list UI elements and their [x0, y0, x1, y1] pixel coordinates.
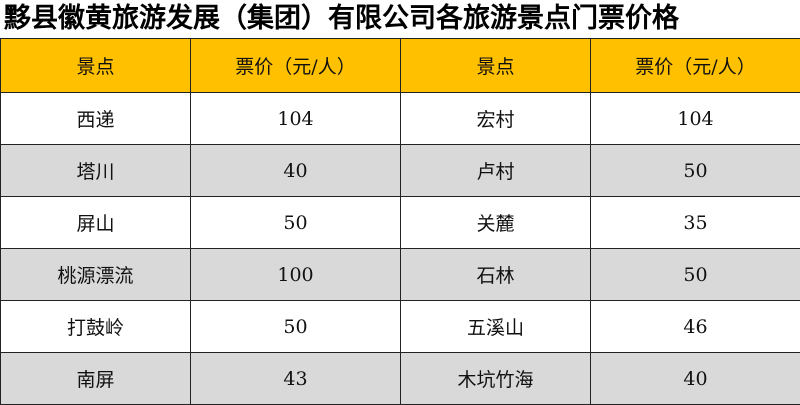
- attraction-cell: 桃源漂流: [1, 249, 191, 301]
- attraction-cell: 塔川: [1, 145, 191, 197]
- attraction-cell: 宏村: [401, 93, 591, 145]
- price-cell: 40: [591, 353, 800, 405]
- table-header-row: 景点 票价（元/人） 景点 票价（元/人）: [1, 39, 800, 93]
- price-cell: 104: [591, 93, 800, 145]
- attraction-cell: 屏山: [1, 197, 191, 249]
- price-cell: 35: [591, 197, 800, 249]
- price-cell: 50: [191, 301, 401, 353]
- attraction-cell: 卢村: [401, 145, 591, 197]
- price-cell: 46: [591, 301, 800, 353]
- attraction-cell: 五溪山: [401, 301, 591, 353]
- price-cell: 40: [191, 145, 401, 197]
- price-cell: 50: [591, 145, 800, 197]
- attraction-cell: 打鼓岭: [1, 301, 191, 353]
- price-cell: 50: [191, 197, 401, 249]
- header-attraction: 景点: [401, 39, 591, 93]
- attraction-cell: 西递: [1, 93, 191, 145]
- price-cell: 43: [191, 353, 401, 405]
- attraction-cell: 关麓: [401, 197, 591, 249]
- price-cell: 100: [191, 249, 401, 301]
- attraction-cell: 石林: [401, 249, 591, 301]
- header-price: 票价（元/人）: [591, 39, 800, 93]
- price-cell: 50: [591, 249, 800, 301]
- header-attraction: 景点: [1, 39, 191, 93]
- header-price: 票价（元/人）: [191, 39, 401, 93]
- price-cell: 104: [191, 93, 401, 145]
- attraction-cell: 木坑竹海: [401, 353, 591, 405]
- attraction-cell: 南屏: [1, 353, 191, 405]
- page-title: 黟县徽黄旅游发展（集团）有限公司各旅游景点门票价格: [0, 0, 800, 38]
